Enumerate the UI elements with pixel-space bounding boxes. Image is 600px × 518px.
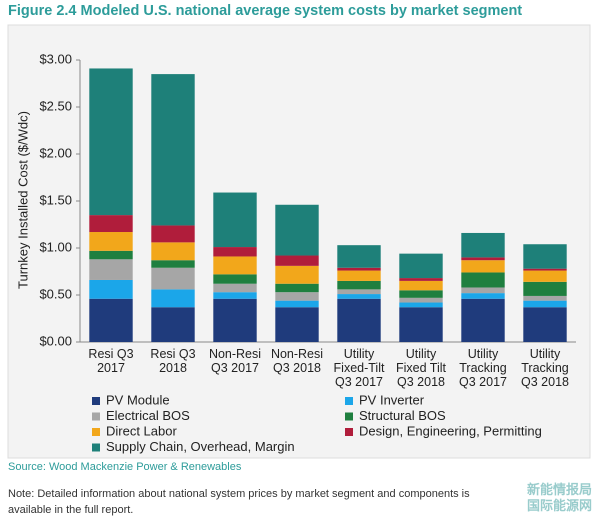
bar-segment xyxy=(337,289,381,295)
legend-label: Design, Engineering, Permitting xyxy=(359,423,542,438)
bar-segment xyxy=(399,290,443,298)
y-axis-title: Turnkey Installed Cost ($/Wdc) xyxy=(15,111,30,289)
bar-segment xyxy=(461,260,505,273)
x-tick-label: Utility Fixed-Tilt Q3 2017 xyxy=(333,347,385,389)
bar-segment xyxy=(151,267,195,290)
bar-segment xyxy=(275,204,319,256)
legend-swatch xyxy=(345,397,353,405)
y-tick-label: $1.00 xyxy=(39,239,72,254)
bar-segment xyxy=(275,283,319,293)
bar-segment xyxy=(275,255,319,266)
bar-segment xyxy=(523,270,567,282)
bar-segment xyxy=(89,259,133,280)
y-tick-label: $2.00 xyxy=(39,145,72,160)
bar-segment xyxy=(151,225,195,243)
x-tick-label: Utility Tracking Q3 2017 xyxy=(459,347,507,389)
bar-segment xyxy=(213,247,257,257)
bar-segment xyxy=(461,293,505,299)
bar-segment xyxy=(151,74,195,226)
bar-segment xyxy=(399,307,443,342)
bar-segment xyxy=(337,267,381,271)
legend-swatch xyxy=(92,397,100,405)
bar-segment xyxy=(461,298,505,342)
legend-label: PV Inverter xyxy=(359,392,425,407)
bar-segment xyxy=(399,302,443,308)
bar-segment xyxy=(213,292,257,299)
bar-segment xyxy=(461,257,505,261)
bar-segment xyxy=(337,270,381,281)
bar-segment xyxy=(399,278,443,281)
bar-segment xyxy=(337,245,381,268)
bar-segment xyxy=(523,295,567,301)
bar-segment xyxy=(151,289,195,308)
bar-segment xyxy=(151,307,195,342)
bar-segment xyxy=(523,281,567,296)
bar-segment xyxy=(89,298,133,342)
bar-segment xyxy=(523,268,567,271)
bar-segment xyxy=(213,274,257,284)
bar-segment xyxy=(213,192,257,248)
bar-segment xyxy=(275,300,319,308)
legend-label: Supply Chain, Overhead, Margin xyxy=(106,439,295,454)
bar-segment xyxy=(337,280,381,290)
legend-label: Electrical BOS xyxy=(106,408,190,423)
bar-segment xyxy=(523,244,567,269)
legend-swatch xyxy=(92,428,100,436)
y-tick-label: $0.00 xyxy=(39,333,72,348)
legend-label: Structural BOS xyxy=(359,408,446,423)
watermark: 新能情报局 国际能源网 xyxy=(527,482,592,514)
bar-segment xyxy=(89,279,133,299)
x-tick-label: Non-Resi Q3 2017 xyxy=(208,347,262,375)
legend-label: Direct Labor xyxy=(106,423,177,438)
bar-segment xyxy=(399,280,443,291)
chart-title: Figure 2.4 Modeled U.S. national average… xyxy=(8,3,523,19)
bar-segment xyxy=(461,232,505,258)
x-tick-label: Non-Resi Q3 2018 xyxy=(270,347,324,375)
bar-segment xyxy=(151,242,195,261)
bar-segment xyxy=(337,298,381,342)
note: Note: Detailed information about nationa… xyxy=(8,488,470,516)
y-tick-label: $3.00 xyxy=(39,51,72,66)
bar-segment xyxy=(461,272,505,288)
watermark-text: 新能情报局 xyxy=(526,482,592,497)
bar-segment xyxy=(89,68,133,216)
y-tick-label: $2.50 xyxy=(39,98,72,113)
bar-segment xyxy=(523,307,567,342)
bar-segment xyxy=(523,300,567,308)
bar-segment xyxy=(337,294,381,299)
legend-label: PV Module xyxy=(106,392,170,407)
legend-swatch xyxy=(345,412,353,421)
bar-segment xyxy=(151,260,195,268)
x-tick-label: Resi Q3 2018 xyxy=(150,347,196,375)
y-tick-label: $1.50 xyxy=(39,192,72,207)
legend-swatch xyxy=(92,412,100,421)
bar-segment xyxy=(89,250,133,260)
bar-segment xyxy=(213,298,257,342)
x-tick-label: Utility Tracking Q3 2018 xyxy=(521,347,569,389)
bar-segment xyxy=(213,256,257,275)
x-tick-label: Resi Q3 2017 xyxy=(88,347,134,375)
bar-segment xyxy=(213,283,257,293)
x-tick-label: Utility Fixed Tilt Q3 2018 xyxy=(395,347,446,389)
bar-segment xyxy=(89,215,133,233)
bar-segment xyxy=(275,307,319,342)
bar-segment xyxy=(275,265,319,284)
legend-swatch xyxy=(92,443,100,452)
y-tick-label: $0.50 xyxy=(39,286,72,301)
bar-segment xyxy=(461,287,505,294)
legend-swatch xyxy=(345,428,353,436)
source: Source: Wood Mackenzie Power & Renewable… xyxy=(8,461,242,473)
bar-segment xyxy=(399,297,443,303)
bar-segment xyxy=(399,253,443,279)
watermark-text: 国际能源网 xyxy=(526,498,592,513)
bar-segment xyxy=(89,232,133,251)
bar-segment xyxy=(275,292,319,301)
